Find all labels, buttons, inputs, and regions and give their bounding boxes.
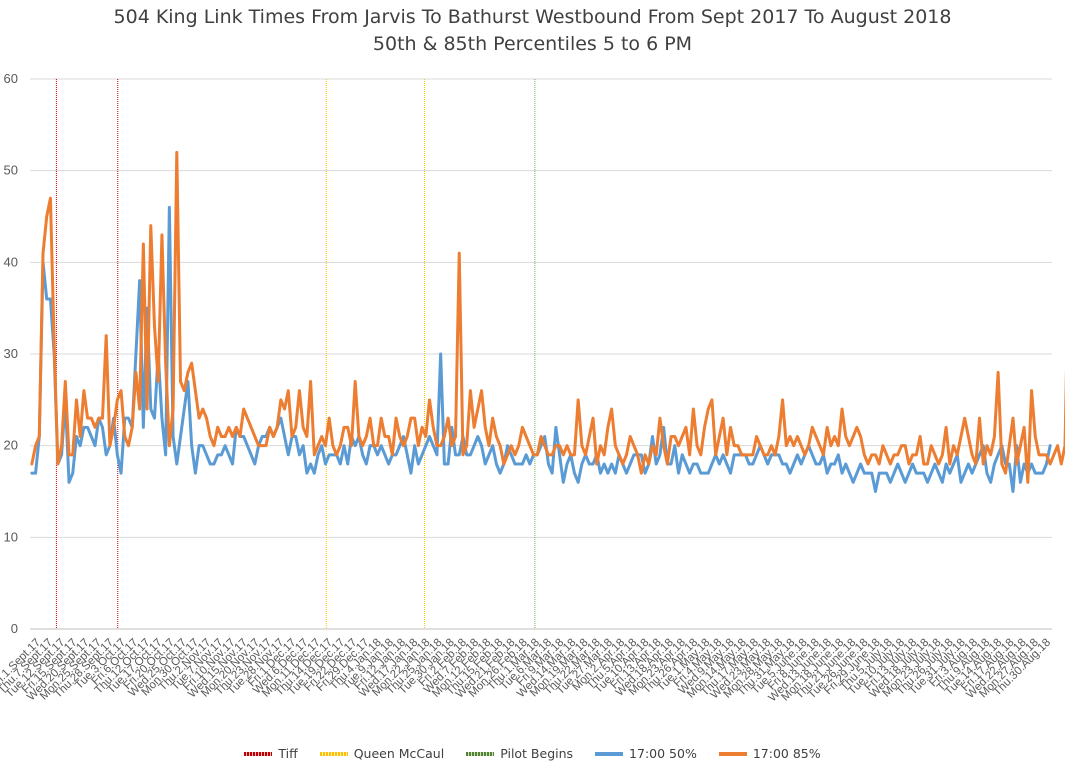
legend-label-tiff: Tiff [278, 746, 298, 761]
legend-label-50th: 17:00 50% [629, 746, 697, 761]
legend-swatch-50th [595, 751, 624, 756]
y-tick-label: 40 [4, 254, 18, 269]
legend-swatch-85th [718, 751, 747, 756]
series-lines [30, 150, 1065, 493]
series-line [30, 205, 1052, 493]
y-tick-label: 30 [4, 346, 18, 361]
legend-label-queen-mccaul: Queen McCaul [353, 746, 445, 761]
y-tick-label: 50 [4, 163, 18, 178]
legend-swatch-queen-mccaul [319, 751, 348, 756]
legend-label-85th: 17:00 85% [752, 746, 821, 761]
legend-item-queen-mccaul: Queen McCaul [319, 746, 445, 761]
y-axis-ticks: 0 10 20 30 40 50 60 [4, 71, 18, 636]
legend-item-tiff: Tiff [244, 746, 298, 761]
legend-item-50th: 17:00 50% [595, 746, 697, 761]
legend-swatch-pilot-begins [466, 751, 495, 756]
legend-item-85th: 17:00 85% [718, 746, 821, 761]
chart-subtitle: 50th & 85th Percentiles 5 to 6 PM [372, 33, 693, 55]
legend-item-pilot-begins: Pilot Begins [466, 746, 573, 761]
y-tick-label: 0 [11, 621, 18, 636]
x-axis-ticks: Fri.1.Sept.17Thu.7.Sept.17Tue.12.Sept.17… [0, 637, 1053, 705]
legend-swatch-tiff [244, 751, 273, 756]
series-line [30, 150, 1065, 484]
event-markers [55, 79, 536, 629]
legend-label-pilot-begins: Pilot Begins [500, 746, 574, 761]
chart-title: 504 King Link Times From Jarvis To Bathu… [113, 6, 952, 28]
y-tick-label: 20 [4, 438, 18, 453]
y-tick-label: 60 [4, 71, 18, 86]
legend: Tiff Queen McCaul Pilot Begins 17:00 50%… [0, 746, 1065, 761]
y-tick-label: 10 [4, 529, 18, 544]
chart-title-block: 504 King Link Times From Jarvis To Bathu… [0, 4, 1065, 58]
gridlines [30, 78, 1052, 630]
